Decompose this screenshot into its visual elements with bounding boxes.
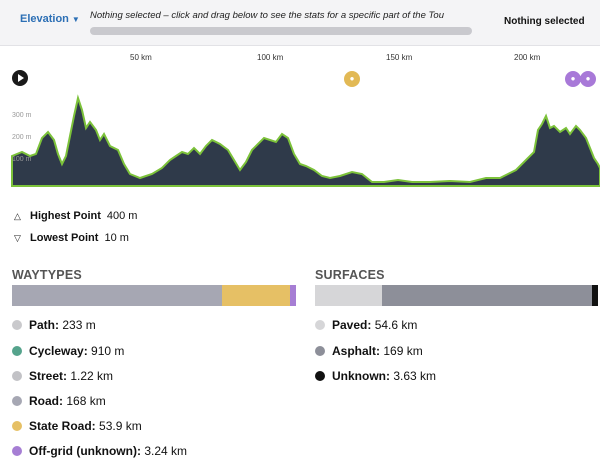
waytype-label: Off-grid (unknown): — [29, 444, 141, 458]
hint-scrollbar[interactable] — [90, 27, 472, 35]
selection-status: Nothing selected — [504, 16, 585, 27]
waytype-value: 53.9 km — [99, 419, 142, 433]
surface-value: 3.63 km — [393, 369, 437, 383]
waytype-state-road[interactable]: State Road: 53.9 km — [12, 419, 142, 433]
elevation-dropdown[interactable]: Elevation ▼ — [20, 13, 80, 25]
waytype-road[interactable]: Road: 168 km — [12, 394, 106, 408]
surface-value: 54.6 km — [374, 318, 418, 332]
highest-point-stat: △ Highest Point 400 m — [14, 210, 137, 222]
waytypes-bar-road[interactable] — [12, 285, 222, 306]
waytype-label: Road: — [29, 394, 63, 408]
waytype-value: 3.24 km — [144, 444, 187, 458]
bike-waypoint-icon[interactable]: ● — [344, 71, 360, 87]
y-label-300: 300 m — [12, 112, 32, 119]
surfaces-bar-asphalt[interactable] — [382, 285, 592, 306]
elevation-dropdown-label: Elevation — [20, 13, 69, 25]
elevation-profile-chart[interactable] — [0, 68, 600, 188]
triangle-up-icon: △ — [14, 210, 21, 221]
surface-unknown[interactable]: Unknown: 3.63 km — [315, 369, 436, 383]
waytype-street[interactable]: Street: 1.22 km — [12, 369, 113, 383]
lowest-point-value: 10 m — [104, 232, 129, 244]
chevron-down-icon: ▼ — [71, 14, 80, 24]
waytypes-bar-state-road[interactable] — [222, 285, 290, 306]
highest-point-value: 400 m — [106, 210, 138, 222]
y-label-100: 100 m — [12, 156, 32, 163]
distance-tick-200: 200 km — [514, 53, 541, 62]
waytypes-bar-offgrid[interactable] — [290, 285, 296, 306]
surfaces-bar-unknown[interactable] — [592, 285, 598, 306]
waytype-cycleway[interactable]: Cycleway: 910 m — [12, 344, 124, 358]
distance-tick-50: 50 km — [130, 53, 152, 62]
surface-label: Asphalt: — [332, 344, 380, 358]
path-color-dot — [12, 320, 22, 330]
offgrid-waypoint-icon[interactable]: ● — [565, 71, 581, 87]
waytype-value: 910 m — [91, 344, 125, 358]
y-label-200: 200 m — [12, 134, 32, 141]
state-road-color-dot — [12, 421, 22, 431]
elevation-area — [11, 94, 600, 187]
elevation-toolbar: Elevation ▼ Nothing selected – click and… — [0, 0, 600, 46]
waytypes-title: WAYTYPES — [12, 268, 82, 282]
route-start-icon[interactable] — [12, 70, 28, 86]
surfaces-bar-paved[interactable] — [315, 285, 382, 306]
asphalt-color-dot — [315, 346, 325, 356]
highest-point-label: Highest Point — [30, 210, 101, 222]
triangle-down-icon: ▽ — [14, 232, 21, 243]
surface-label: Unknown: — [332, 369, 390, 383]
street-color-dot — [12, 371, 22, 381]
surface-value: 169 km — [383, 344, 423, 358]
distance-tick-100: 100 km — [257, 53, 284, 62]
surface-asphalt[interactable]: Asphalt: 169 km — [315, 344, 423, 358]
surface-paved[interactable]: Paved: 54.6 km — [315, 318, 417, 332]
unknown-color-dot — [315, 371, 325, 381]
waytype-value: 1.22 km — [70, 369, 114, 383]
road-color-dot — [12, 396, 22, 406]
waytypes-bar[interactable] — [12, 285, 296, 306]
paved-color-dot — [315, 320, 325, 330]
selection-hint: Nothing selected – click and drag below … — [90, 10, 444, 21]
cycleway-color-dot — [12, 346, 22, 356]
waytype-value: 233 m — [62, 318, 96, 332]
surface-label: Paved: — [332, 318, 372, 332]
surfaces-bar[interactable] — [315, 285, 598, 306]
lowest-point-stat: ▽ Lowest Point 10 m — [14, 232, 129, 244]
waytype-path[interactable]: Path: 233 m — [12, 318, 96, 332]
waytype-label: State Road: — [29, 419, 96, 433]
waytype-offgrid[interactable]: Off-grid (unknown): 3.24 km — [12, 444, 187, 458]
waytype-label: Cycleway: — [29, 344, 88, 358]
distance-tick-150: 150 km — [386, 53, 413, 62]
waytype-label: Street: — [29, 369, 68, 383]
surfaces-title: SURFACES — [315, 268, 385, 282]
offgrid-color-dot — [12, 446, 22, 456]
lowest-point-label: Lowest Point — [30, 232, 99, 244]
waytype-value: 168 km — [66, 394, 106, 408]
offgrid-waypoint-icon-2[interactable]: ● — [580, 71, 596, 87]
waytype-label: Path: — [29, 318, 59, 332]
